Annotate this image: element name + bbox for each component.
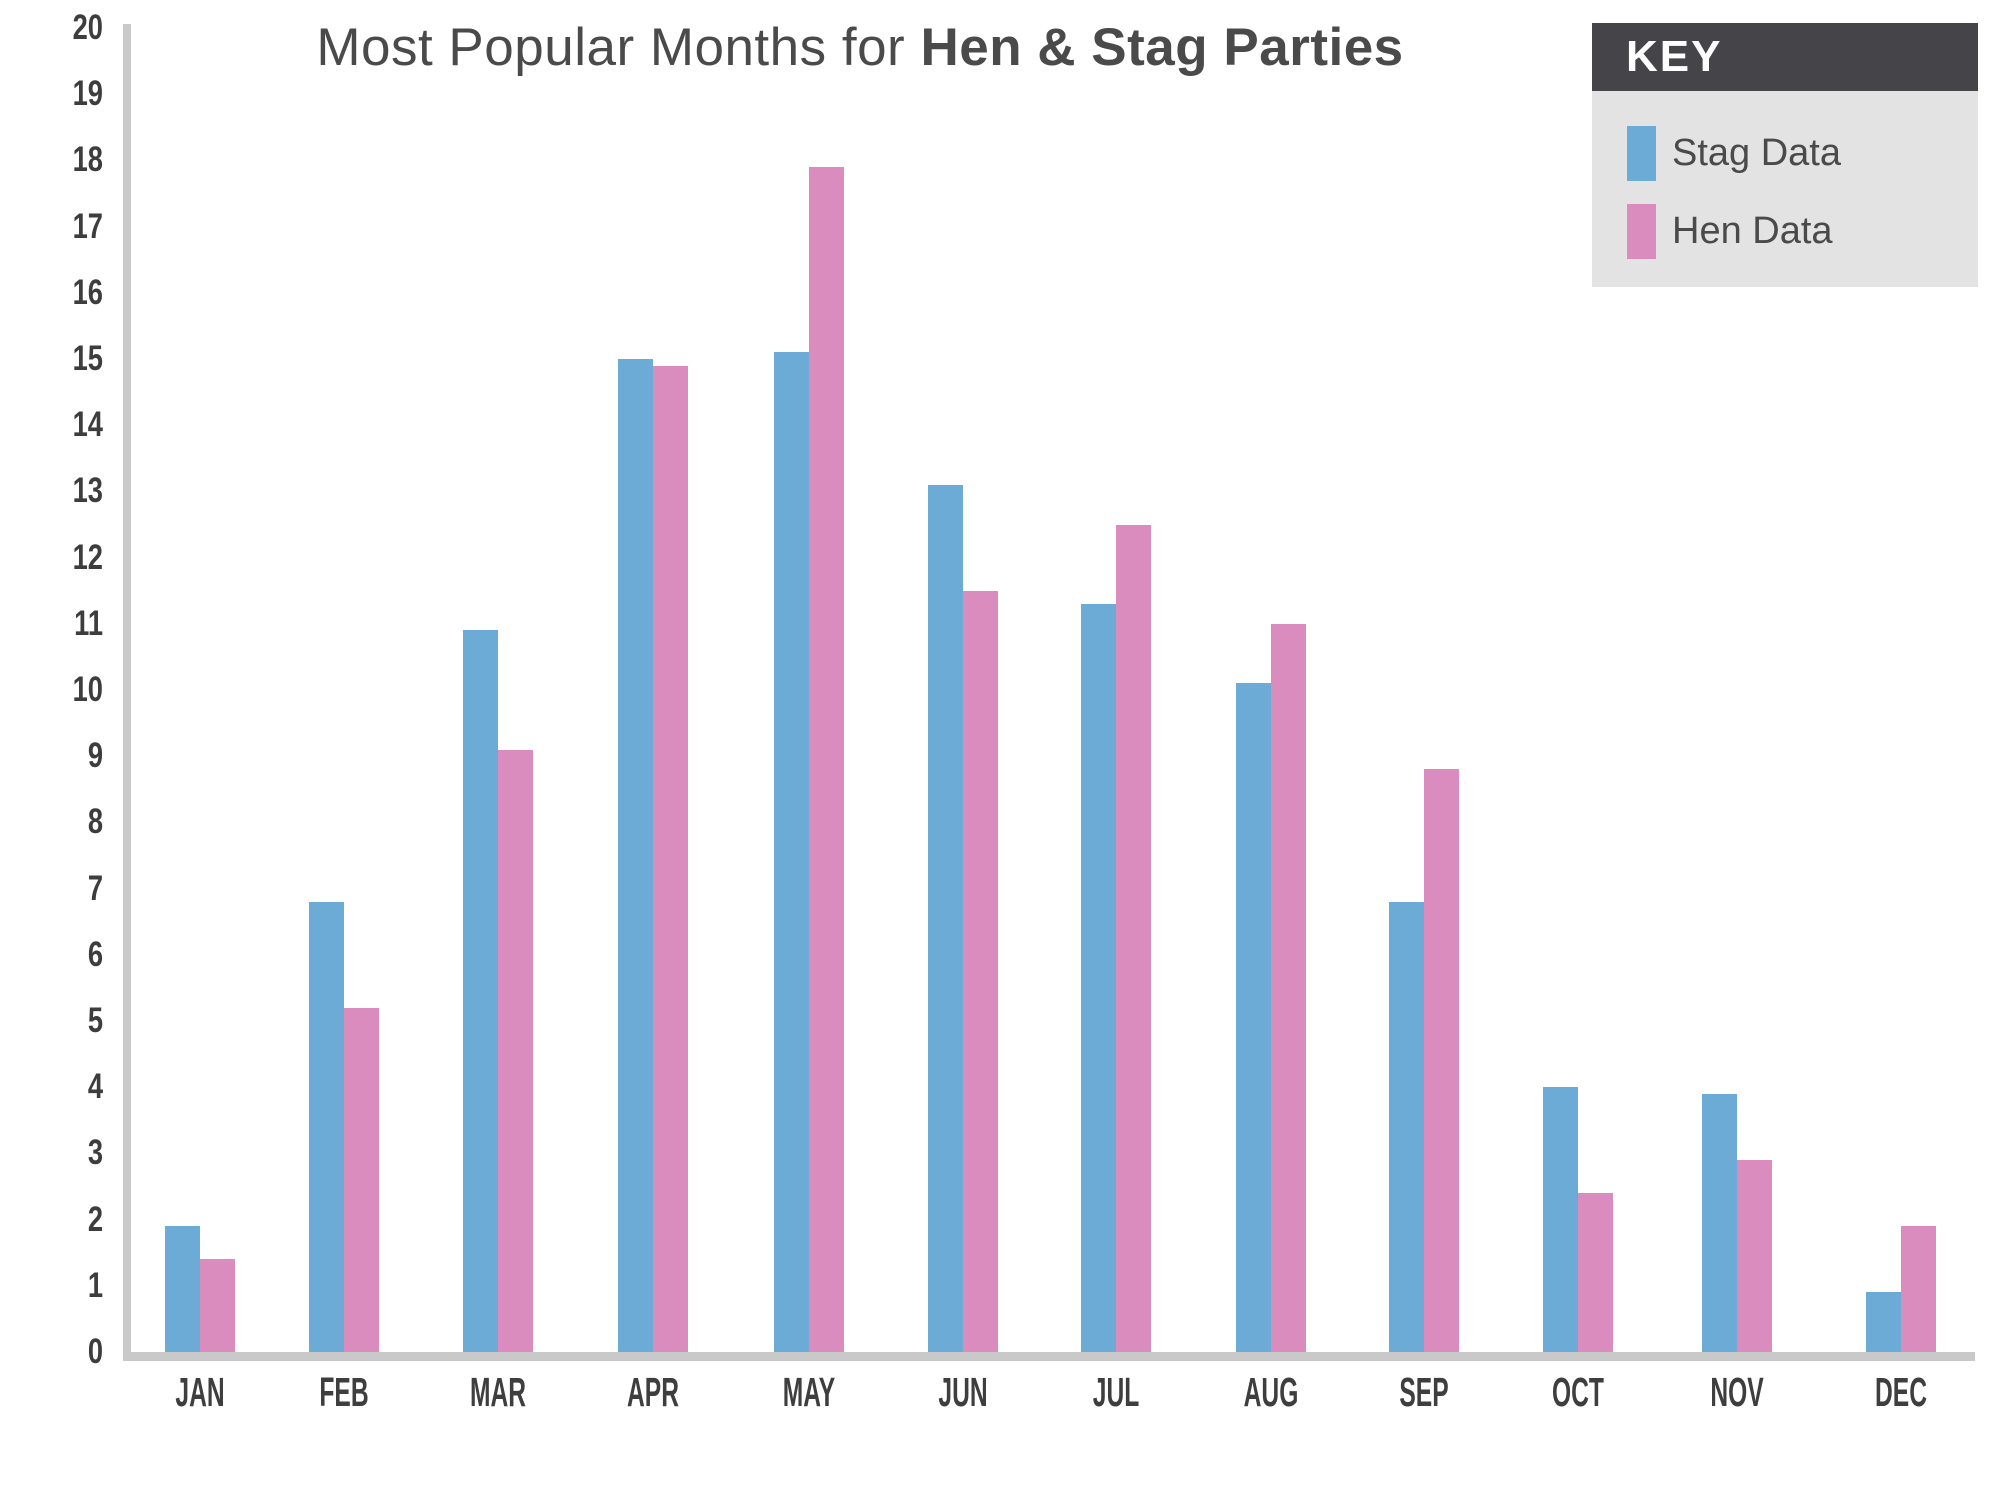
y-tick-label-8: 8 <box>87 802 103 842</box>
y-tick-label-14: 14 <box>72 405 103 445</box>
legend-item-hen: Hen Data <box>1592 204 1978 259</box>
chart-title-regular: Most Popular Months for <box>316 18 921 77</box>
bar-hen-jun <box>963 590 998 1352</box>
bar-stag-sep <box>1389 901 1424 1352</box>
bar-hen-sep <box>1424 769 1459 1352</box>
bar-hen-apr <box>653 365 688 1352</box>
bar-hen-oct <box>1578 1193 1613 1352</box>
legend-label-hen: Hen Data <box>1672 210 1833 252</box>
y-tick-label-13: 13 <box>72 471 103 511</box>
bar-stag-oct <box>1543 1087 1578 1352</box>
bar-stag-aug <box>1236 683 1271 1352</box>
y-tick-label-4: 4 <box>87 1067 103 1107</box>
y-tick-label-17: 17 <box>72 206 103 246</box>
y-tick-label-20: 20 <box>72 8 103 47</box>
y-tick-label-7: 7 <box>87 868 103 908</box>
bar-hen-mar <box>498 749 533 1352</box>
x-axis-label-jun: JUN <box>938 1369 988 1415</box>
legend-body: Stag Data Hen Data <box>1592 91 1978 287</box>
legend-label-stag: Stag Data <box>1672 132 1841 174</box>
bar-hen-nov <box>1737 1160 1772 1352</box>
bar-stag-jun <box>928 484 963 1352</box>
x-axis-label-jan: JAN <box>175 1369 225 1415</box>
chart-title-bold: Hen & Stag Parties <box>920 18 1404 77</box>
bar-hen-jan <box>200 1259 235 1352</box>
x-axis-label-mar: MAR <box>469 1369 527 1415</box>
y-tick-label-12: 12 <box>72 537 103 577</box>
y-tick-label-15: 15 <box>72 339 103 378</box>
y-tick-label-19: 19 <box>72 74 103 114</box>
legend-title: KEY <box>1626 32 1723 81</box>
legend-header: KEY <box>1592 23 1978 91</box>
bar-stag-apr <box>618 359 653 1352</box>
bar-hen-aug <box>1271 623 1306 1352</box>
bar-stag-may <box>774 352 809 1352</box>
y-tick-label-0: 0 <box>87 1332 103 1371</box>
chart-title: Most Popular Months for Hen & Stag Parti… <box>0 8 1720 88</box>
x-axis-label-dec: DEC <box>1875 1369 1927 1415</box>
y-tick-label-2: 2 <box>87 1199 103 1239</box>
y-tick-label-6: 6 <box>87 934 103 974</box>
x-axis-label-sep: SEP <box>1399 1369 1449 1415</box>
y-tick-label-1: 1 <box>87 1265 103 1305</box>
bar-hen-may <box>809 167 844 1352</box>
x-axis-label-aug: AUG <box>1243 1369 1299 1415</box>
bar-stag-dec <box>1866 1292 1901 1352</box>
y-tick-label-18: 18 <box>72 140 103 180</box>
x-axis-label-may: MAY <box>782 1369 836 1415</box>
x-axis-label-feb: FEB <box>319 1369 369 1415</box>
bar-hen-jul <box>1116 524 1151 1352</box>
x-axis-label-jul: JUL <box>1092 1369 1140 1415</box>
bar-stag-nov <box>1702 1093 1737 1352</box>
x-axis-label-nov: NOV <box>1710 1369 1764 1415</box>
hen-color-swatch <box>1627 204 1656 259</box>
bar-hen-feb <box>344 1007 379 1352</box>
x-axis-label-oct: OCT <box>1552 1369 1604 1415</box>
bar-stag-jul <box>1081 603 1116 1352</box>
bar-hen-dec <box>1901 1226 1936 1352</box>
stag-color-swatch <box>1627 126 1656 181</box>
bar-stag-jan <box>165 1226 200 1352</box>
y-tick-label-3: 3 <box>87 1133 103 1173</box>
y-axis-line <box>123 24 131 1360</box>
x-axis-line <box>123 1352 1975 1361</box>
bar-stag-feb <box>309 901 344 1352</box>
y-tick-label-5: 5 <box>87 1001 103 1040</box>
y-tick-label-10: 10 <box>72 670 103 709</box>
legend-item-stag: Stag Data <box>1592 126 1978 181</box>
y-tick-label-16: 16 <box>72 272 103 312</box>
y-tick-label-9: 9 <box>87 736 103 776</box>
x-axis-label-apr: APR <box>627 1369 679 1415</box>
y-tick-label-11: 11 <box>74 603 103 643</box>
bar-stag-mar <box>463 630 498 1352</box>
